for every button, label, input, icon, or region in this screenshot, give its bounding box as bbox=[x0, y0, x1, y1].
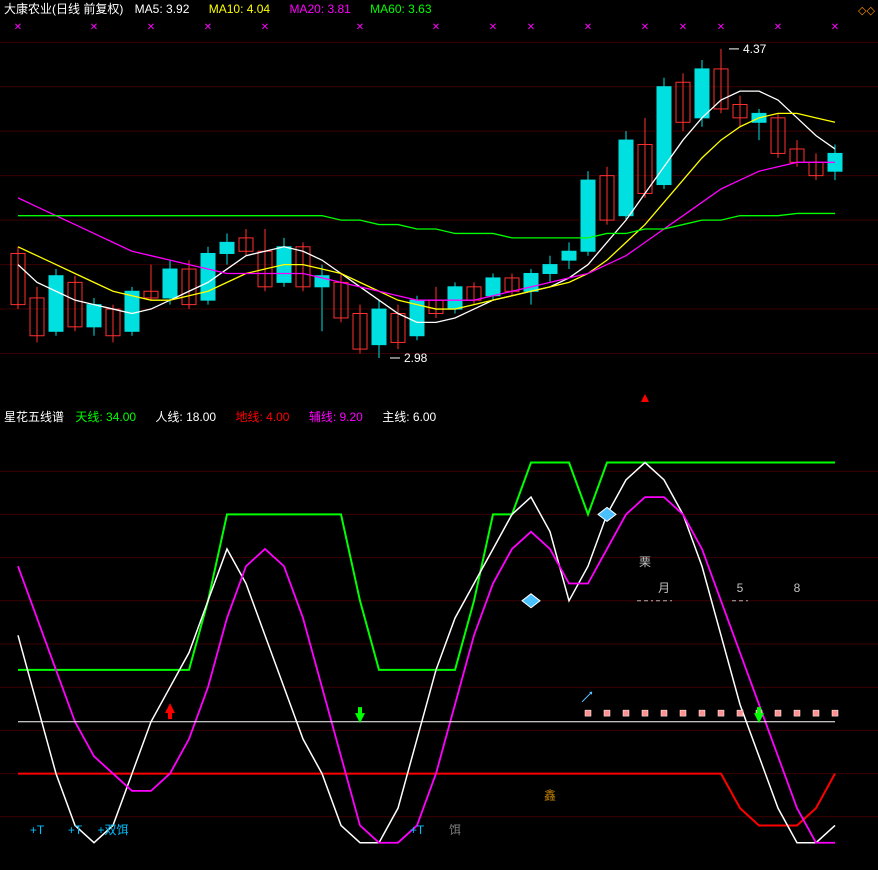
svg-text:✕: ✕ bbox=[261, 22, 269, 33]
indicator-chart[interactable]: +T +T +双饵 +T 饵 鑫 栗月 5 8 bbox=[0, 408, 878, 870]
title: 大康农业(日线 前复权) bbox=[4, 2, 123, 16]
svg-text:+T: +T bbox=[30, 823, 45, 837]
svg-text:✕: ✕ bbox=[14, 22, 22, 33]
svg-text:栗: 栗 bbox=[639, 555, 651, 569]
zhu-label: 主线: 6.00 bbox=[382, 410, 444, 424]
svg-text:✕: ✕ bbox=[679, 22, 687, 33]
di-label: 地线: 4.00 bbox=[235, 410, 297, 424]
svg-text:月: 月 bbox=[658, 581, 670, 595]
svg-text:5: 5 bbox=[737, 581, 744, 595]
svg-text:✕: ✕ bbox=[641, 22, 649, 33]
ind-title: 星花五线谱 bbox=[4, 410, 64, 424]
ma60-label: MA60: 3.63 bbox=[370, 2, 439, 16]
svg-text:4.37: 4.37 bbox=[743, 42, 767, 56]
candlestick-chart[interactable]: ◇◇ ✕ ✕ ✕ ✕ ✕ ✕ ✕ ✕ ✕ ✕ ✕ ✕ ✕ ✕ ✕ 4.37 2.98 bbox=[0, 0, 878, 408]
svg-text:✕: ✕ bbox=[356, 22, 364, 33]
svg-text:饵: 饵 bbox=[449, 823, 461, 837]
ma20-label: MA20: 3.81 bbox=[289, 2, 358, 16]
indicator-legend: 星花五线谱 天线: 34.00 人线: 18.00 地线: 4.00 辅线: 9… bbox=[4, 408, 452, 426]
svg-text:✕: ✕ bbox=[584, 22, 592, 33]
fu-label: 辅线: 9.20 bbox=[309, 410, 371, 424]
svg-text:✕: ✕ bbox=[147, 22, 155, 33]
ren-label: 人线: 18.00 bbox=[155, 410, 224, 424]
svg-text:✕: ✕ bbox=[527, 22, 535, 33]
svg-text:✕: ✕ bbox=[432, 22, 440, 33]
svg-text:2.98: 2.98 bbox=[404, 351, 428, 365]
ma10-label: MA10: 4.04 bbox=[209, 2, 278, 16]
main-chart-legend: 大康农业(日线 前复权) MA5: 3.92 MA10: 4.04 MA20: … bbox=[4, 0, 448, 18]
ma5-label: MA5: 3.92 bbox=[135, 2, 198, 16]
svg-text:✕: ✕ bbox=[204, 22, 212, 33]
svg-text:+双饵: +双饵 bbox=[97, 823, 128, 837]
tian-label: 天线: 34.00 bbox=[75, 410, 144, 424]
svg-text:✕: ✕ bbox=[90, 22, 98, 33]
svg-text:✕: ✕ bbox=[717, 22, 725, 33]
svg-text:◇◇: ◇◇ bbox=[858, 5, 875, 17]
svg-text:✕: ✕ bbox=[774, 22, 782, 33]
svg-text:✕: ✕ bbox=[831, 22, 839, 33]
svg-text:+T: +T bbox=[68, 823, 83, 837]
svg-text:鑫: 鑫 bbox=[544, 788, 556, 803]
svg-text:8: 8 bbox=[794, 581, 801, 595]
svg-text:+T: +T bbox=[410, 823, 425, 837]
svg-text:✕: ✕ bbox=[489, 22, 497, 33]
